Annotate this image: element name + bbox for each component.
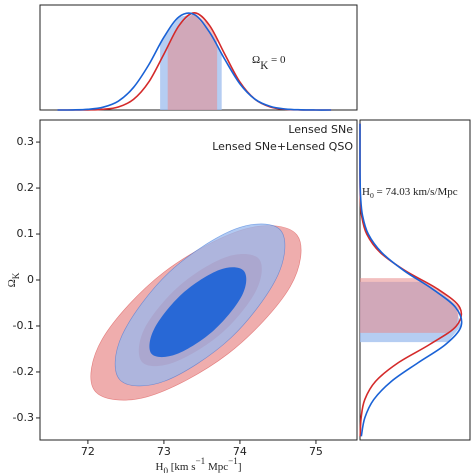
x-tick-label: 73 (157, 445, 171, 458)
label-part: −1 (228, 456, 238, 466)
y-tick-label: 0.1 (17, 227, 35, 240)
y-tick-label: 0.2 (17, 181, 35, 194)
density-curve (359, 123, 463, 437)
label-part: = 0 (268, 54, 286, 66)
y-tick-label: -0.1 (13, 319, 34, 332)
label-part: K (260, 60, 268, 72)
density-curve (57, 12, 332, 111)
label-part: Mpc (205, 461, 228, 473)
y-tick-label: -0.2 (13, 365, 34, 378)
label-part: Ω (6, 279, 18, 287)
x-tick-label: 74 (233, 445, 247, 458)
y-axis-label: ΩK (6, 272, 22, 287)
label-part: Ω (252, 54, 260, 66)
y-tick-label: 0 (27, 273, 34, 286)
annotation: ΩK = 0 (252, 54, 286, 72)
label-part: K (11, 272, 21, 279)
label-part: −1 (196, 456, 206, 466)
legend-entry: Lensed SNe (288, 123, 353, 136)
annotation: H0 = 74.03 km/s/Mpc (362, 186, 458, 201)
label-part: 0 (370, 191, 374, 200)
x-tick-label: 75 (309, 445, 323, 458)
label-part: H (362, 186, 370, 198)
y-tick-label: 0.3 (17, 135, 35, 148)
label-part: = 74.03 km/s/Mpc (374, 186, 458, 198)
label-part: [km s (168, 461, 196, 473)
x-tick-label: 72 (81, 445, 95, 458)
contour (149, 267, 247, 358)
label-part: H (156, 461, 164, 473)
y-tick-label: -0.3 (13, 411, 34, 424)
label-part: 0 (163, 466, 168, 473)
credible-interval (167, 12, 218, 111)
x-axis-label: H0 [km s−1 Mpc−1] (156, 456, 242, 473)
credible-interval (360, 278, 460, 333)
label-part: ] (238, 461, 242, 473)
legend-entry: Lensed SNe+Lensed QSO (212, 140, 353, 153)
